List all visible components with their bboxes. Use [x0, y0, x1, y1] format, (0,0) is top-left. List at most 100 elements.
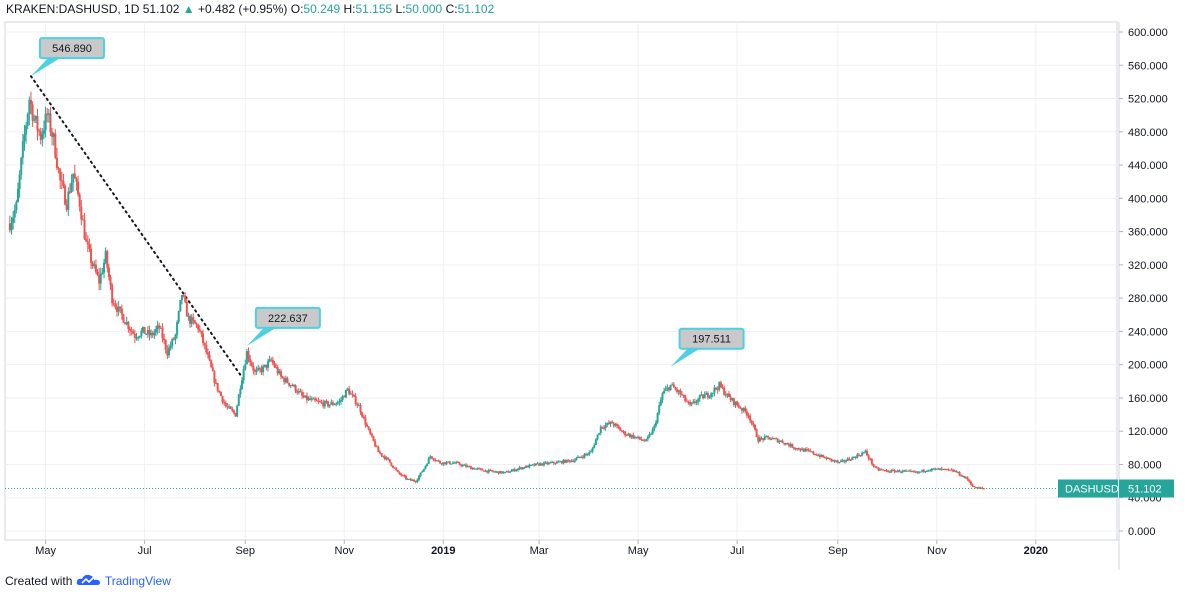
candle: [435, 460, 438, 462]
candle: [357, 402, 360, 407]
callout-label: 546.890: [52, 43, 92, 55]
candle-body: [728, 393, 731, 397]
candle-body: [309, 398, 312, 400]
candle: [572, 459, 575, 463]
candle: [354, 392, 357, 406]
candle: [73, 164, 76, 179]
candle-body: [111, 284, 114, 304]
y-tick-label: 200.000: [1128, 360, 1168, 372]
candle-body: [327, 401, 330, 407]
candle-body: [525, 465, 528, 468]
candle: [202, 329, 205, 347]
candle-body: [676, 389, 679, 392]
candle-body: [706, 392, 709, 398]
candle: [555, 460, 558, 464]
candle-body: [625, 435, 628, 437]
candle: [664, 385, 667, 392]
tradingview-link[interactable]: TradingView: [104, 574, 171, 588]
candle: [330, 399, 333, 405]
candle-body: [736, 401, 739, 406]
candle: [13, 204, 16, 223]
candle-body: [926, 470, 929, 472]
candle: [757, 434, 760, 444]
candle: [103, 258, 106, 279]
candle-body: [817, 455, 820, 457]
candle-body: [721, 387, 724, 389]
candle: [538, 462, 541, 467]
candle-body: [492, 471, 495, 473]
candle: [577, 455, 580, 459]
candle-body: [195, 323, 198, 325]
candle-body: [739, 407, 742, 409]
candle-body: [624, 431, 627, 436]
candle-body: [620, 430, 623, 432]
price-callout: 197.511: [670, 327, 745, 367]
candle-body: [189, 315, 192, 324]
candle: [766, 435, 769, 440]
candle: [424, 465, 427, 470]
candle: [133, 329, 136, 344]
candle: [39, 127, 42, 145]
candle: [942, 468, 945, 471]
candle-body: [132, 331, 135, 334]
candle: [443, 462, 446, 466]
candle: [684, 394, 687, 403]
candle: [396, 469, 399, 473]
candle-body: [49, 113, 52, 133]
candle-body: [31, 104, 34, 121]
candle-body: [312, 398, 315, 400]
candle: [603, 425, 606, 431]
candle: [507, 470, 510, 473]
candle: [320, 399, 323, 404]
candle: [33, 114, 36, 123]
candle: [715, 386, 718, 391]
candle-body: [760, 437, 763, 439]
candle-body: [385, 457, 388, 460]
candle: [46, 107, 49, 123]
candle: [250, 360, 253, 368]
candle: [534, 463, 537, 466]
candle-body: [484, 470, 487, 472]
candle: [939, 468, 942, 471]
candle-body: [109, 277, 112, 285]
candle: [447, 461, 450, 463]
candle: [771, 436, 774, 440]
candle: [578, 456, 581, 459]
candle-body: [176, 322, 179, 335]
candle: [266, 358, 269, 372]
candle: [338, 398, 341, 406]
candle-body: [674, 387, 677, 390]
candle: [835, 460, 838, 463]
candle: [791, 443, 794, 449]
candle: [890, 469, 893, 474]
candle: [682, 394, 685, 399]
candle: [567, 459, 570, 463]
candle-body: [406, 478, 409, 480]
candle: [773, 437, 776, 440]
candle: [667, 387, 670, 393]
candle: [47, 108, 50, 123]
candle-body: [41, 133, 44, 140]
candle: [151, 330, 154, 338]
candle: [956, 471, 959, 474]
candle: [891, 468, 894, 471]
candle: [797, 447, 800, 451]
candle: [127, 320, 130, 333]
candle: [656, 412, 659, 424]
candle: [836, 459, 839, 464]
candle-body: [685, 400, 688, 402]
candle: [961, 474, 964, 478]
candle-body: [380, 453, 383, 456]
candle-body: [206, 352, 209, 355]
candle: [138, 335, 141, 339]
candle-body: [849, 459, 852, 461]
candle-body: [838, 461, 841, 463]
candle-body: [663, 390, 666, 394]
candle-body: [98, 274, 101, 284]
price-chart[interactable]: 0.00040.00080.000120.000160.000200.00024…: [0, 0, 1187, 570]
candle-body: [979, 487, 982, 489]
candle-body: [426, 463, 429, 466]
callout-label: 197.511: [692, 334, 731, 346]
candle-body: [317, 400, 320, 402]
candle: [469, 465, 472, 470]
